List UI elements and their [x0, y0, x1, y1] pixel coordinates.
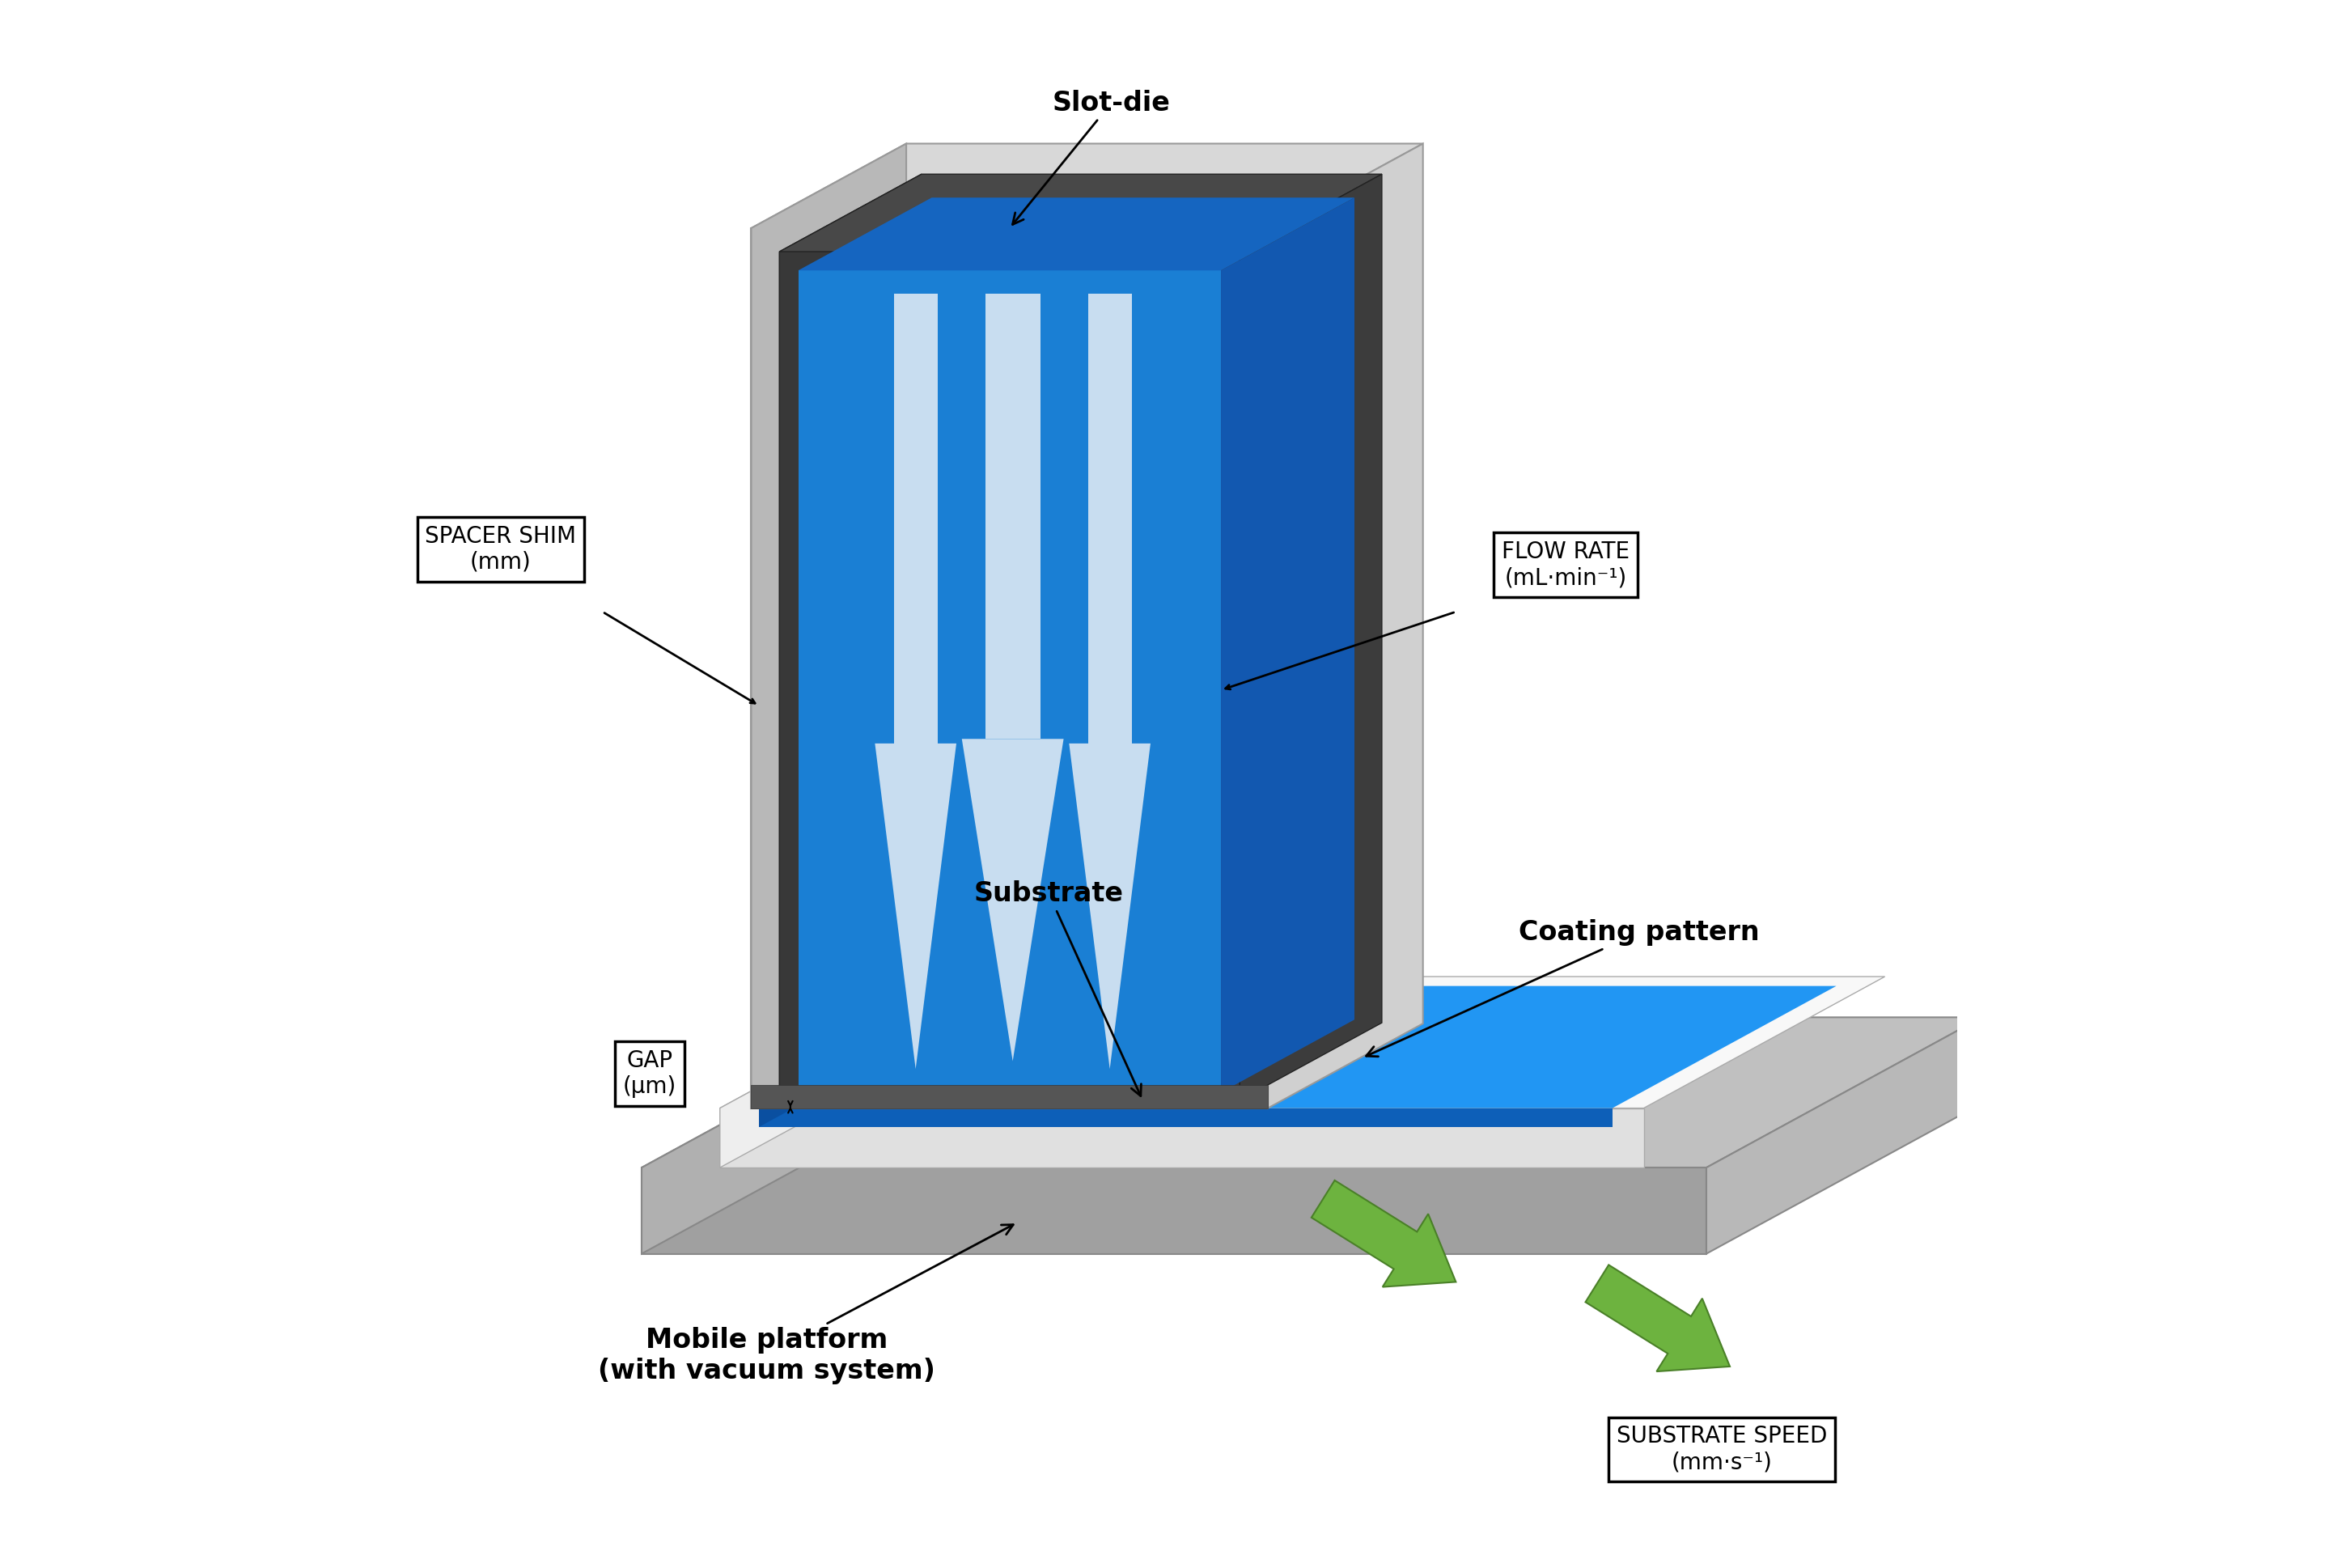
Polygon shape: [876, 743, 956, 1069]
Polygon shape: [1268, 144, 1423, 1109]
Polygon shape: [721, 1109, 1644, 1168]
Polygon shape: [798, 270, 1221, 1093]
Polygon shape: [798, 198, 1355, 270]
Polygon shape: [963, 739, 1064, 1062]
Polygon shape: [751, 1085, 1268, 1109]
Text: Substrate: Substrate: [974, 880, 1141, 1096]
Polygon shape: [1585, 1265, 1730, 1372]
Text: SUBSTRATE SPEED
(mm·s⁻¹): SUBSTRATE SPEED (mm·s⁻¹): [1618, 1425, 1827, 1474]
Text: Coating pattern: Coating pattern: [1367, 919, 1759, 1057]
Polygon shape: [721, 977, 960, 1168]
Polygon shape: [780, 251, 1240, 1101]
Text: Mobile platform
(with vacuum system): Mobile platform (with vacuum system): [599, 1225, 1014, 1385]
Polygon shape: [758, 986, 984, 1127]
Text: FLOW RATE
(mL·min⁻¹): FLOW RATE (mL·min⁻¹): [1500, 541, 1630, 590]
Polygon shape: [721, 977, 1885, 1109]
Polygon shape: [751, 144, 1423, 229]
Polygon shape: [1068, 743, 1151, 1069]
Polygon shape: [758, 986, 1836, 1109]
Polygon shape: [641, 1168, 1707, 1254]
Polygon shape: [751, 229, 1268, 1109]
Polygon shape: [1240, 174, 1383, 1101]
Polygon shape: [641, 1018, 1982, 1168]
Polygon shape: [780, 174, 920, 1101]
Polygon shape: [1221, 198, 1355, 1093]
Polygon shape: [1707, 1018, 1982, 1254]
Text: GAP
(μm): GAP (μm): [622, 1049, 676, 1098]
Polygon shape: [895, 293, 937, 743]
Polygon shape: [641, 1018, 918, 1254]
Text: SPACER SHIM
(mm): SPACER SHIM (mm): [425, 525, 575, 574]
Polygon shape: [1313, 1181, 1456, 1287]
Polygon shape: [758, 1109, 1613, 1127]
Polygon shape: [986, 293, 1040, 739]
Text: Slot-die: Slot-die: [1012, 89, 1169, 224]
Polygon shape: [751, 144, 906, 1109]
Polygon shape: [780, 174, 1383, 251]
Polygon shape: [1087, 293, 1132, 743]
